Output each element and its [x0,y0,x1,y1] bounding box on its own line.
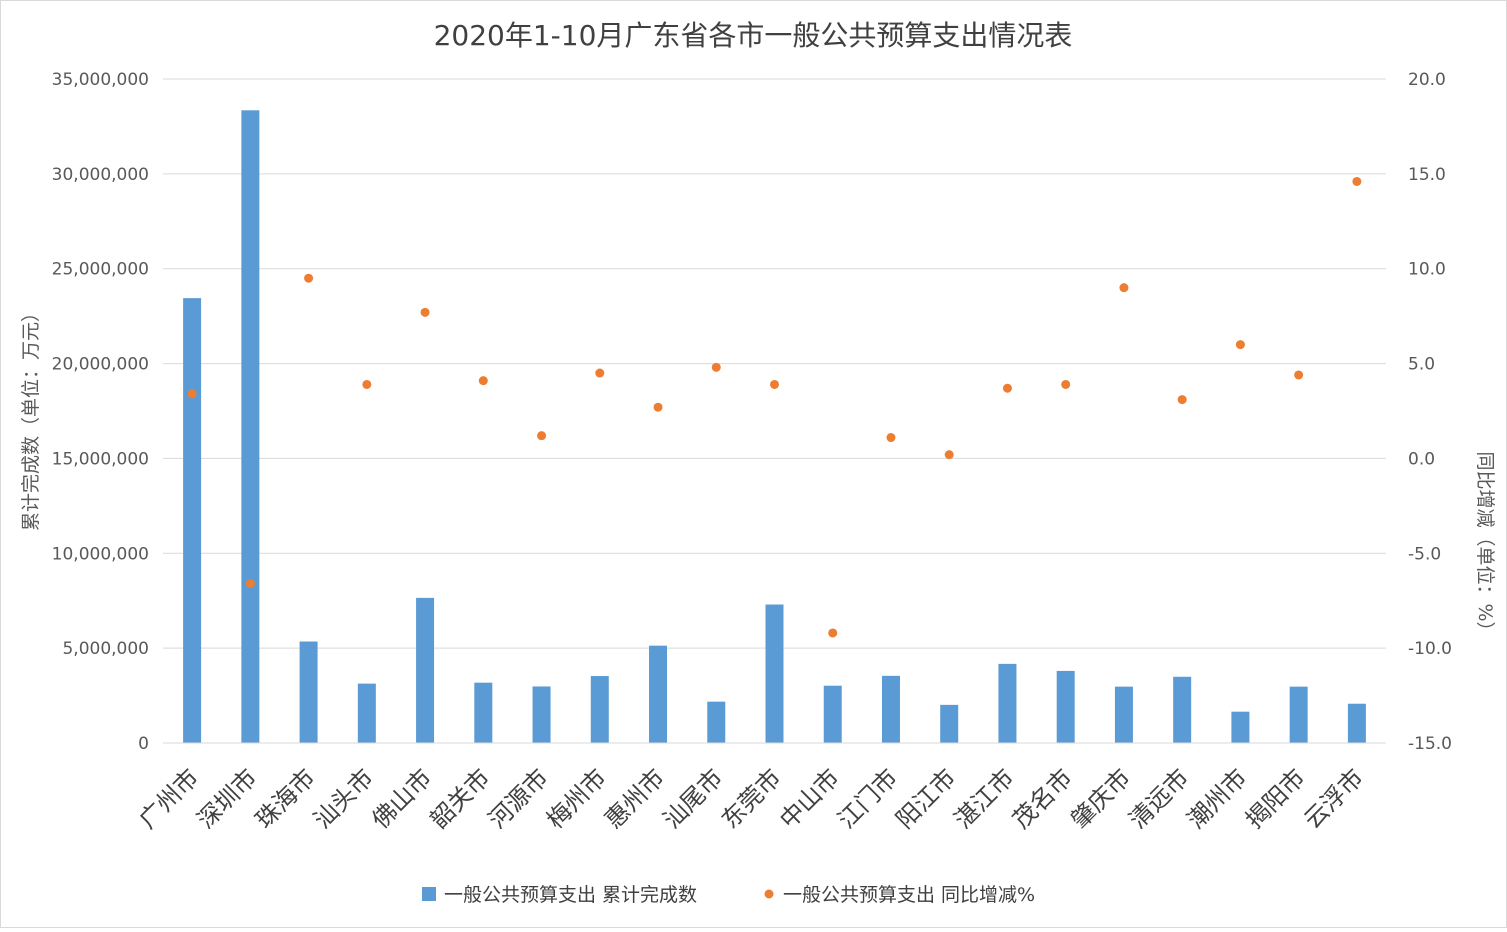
gridlines [163,78,1386,649]
bar [532,686,551,743]
category-label: 珠海市 [250,763,321,834]
right-tick-label: 5.0 [1408,355,1435,375]
bar [649,645,668,743]
left-axis-title: 累计完成数（单位：万元） [20,303,42,531]
scatter-point [886,433,896,443]
category-label: 中山市 [774,763,845,834]
bar [1114,686,1133,743]
scatter-point [245,579,255,589]
bar [183,298,202,743]
scatter-point [1002,383,1012,393]
bar [940,704,959,743]
left-tick-label: 5,000,000 [62,639,149,659]
right-tick-label: 0.0 [1408,449,1435,469]
right-tick-label: -5.0 [1408,544,1441,564]
category-label: 清远市 [1124,763,1195,834]
bar [998,663,1017,743]
scatter-point [1352,176,1362,186]
category-label: 潮州市 [1182,763,1253,834]
scatter-point [1177,395,1187,405]
category-label: 佛山市 [367,763,438,834]
scatter-point [944,450,954,460]
bar [1173,676,1192,743]
bar [1056,670,1075,743]
scatter-point [1235,340,1245,350]
category-label: 韶关市 [425,763,496,834]
bar [1231,711,1250,743]
scatter-series [187,176,1362,638]
category-label: 汕尾市 [658,763,729,834]
scatter-point [653,402,663,412]
scatter-point [1119,283,1129,293]
bar [474,682,493,743]
category-label: 肇庆市 [1065,763,1136,834]
legend-dot-label: 一般公共预算支出 同比增减% [783,884,1035,906]
scatter-point [537,431,547,441]
right-tick-label: 20.0 [1408,70,1446,90]
bar [241,110,260,743]
scatter-point [770,379,779,389]
bar [590,676,609,743]
bar [823,685,842,743]
bar [707,701,726,743]
category-label: 茂名市 [1007,763,1078,834]
scatter-point [362,379,372,389]
right-tick-label: 10.0 [1408,260,1446,280]
category-label: 惠州市 [600,763,671,834]
scatter-point [304,273,314,283]
category-label: 揭阳市 [1240,763,1311,834]
scatter-point [1061,379,1071,389]
bar [416,597,435,743]
category-label: 云浮市 [1298,763,1369,834]
right-axis-title: 同比增减（单位：%） [1474,451,1496,640]
category-label: 湛江市 [949,763,1020,834]
bar [357,683,376,743]
bar [299,641,318,743]
bar [765,604,784,743]
left-tick-label: 25,000,000 [52,260,149,280]
category-label: 汕头市 [308,763,379,834]
category-label: 广州市 [134,763,205,834]
right-tick-label: -10.0 [1408,639,1452,659]
scatter-point [420,307,430,317]
category-label: 阳江市 [891,763,962,834]
left-tick-label: 10,000,000 [52,544,149,564]
scatter-point [187,389,197,399]
scatter-point [1294,370,1304,380]
scatter-point [828,628,838,638]
right-tick-label: -15.0 [1408,734,1452,754]
chart-title: 2020年1-10月广东省各市一般公共预算支出情况表 [434,19,1073,52]
bar [881,675,900,743]
legend-dot-swatch [764,889,774,899]
left-tick-label: 15,000,000 [52,449,149,469]
category-label: 深圳市 [192,763,263,834]
right-axis-ticks: -15.0 -10.0 -5.0 0.0 5.0 10.0 15.0 20.0 [1408,70,1452,754]
category-label: 梅州市 [541,763,612,834]
left-tick-label: 35,000,000 [52,70,149,90]
right-tick-label: 15.0 [1408,165,1446,185]
bar-series [183,110,1366,743]
bar [1347,703,1366,743]
left-tick-label: 30,000,000 [52,165,149,185]
legend-bar-label: 一般公共预算支出 累计完成数 [444,884,697,906]
category-label: 河源市 [483,763,554,834]
legend: 一般公共预算支出 累计完成数 一般公共预算支出 同比增减% [422,884,1035,906]
legend-bar-swatch [422,887,436,901]
left-tick-label: 0 [138,734,149,754]
category-label: 江门市 [833,763,904,834]
scatter-point [478,376,488,386]
left-tick-label: 20,000,000 [52,355,149,375]
scatter-point [595,368,605,378]
category-labels: 广州市深圳市珠海市汕头市佛山市韶关市河源市梅州市惠州市汕尾市东莞市中山市江门市阳… [134,763,1369,834]
left-axis-ticks: 0 5,000,000 10,000,000 15,000,000 20,000,000… [52,70,149,754]
bar [1289,686,1308,743]
scatter-point [711,362,721,372]
category-label: 东莞市 [716,763,787,834]
